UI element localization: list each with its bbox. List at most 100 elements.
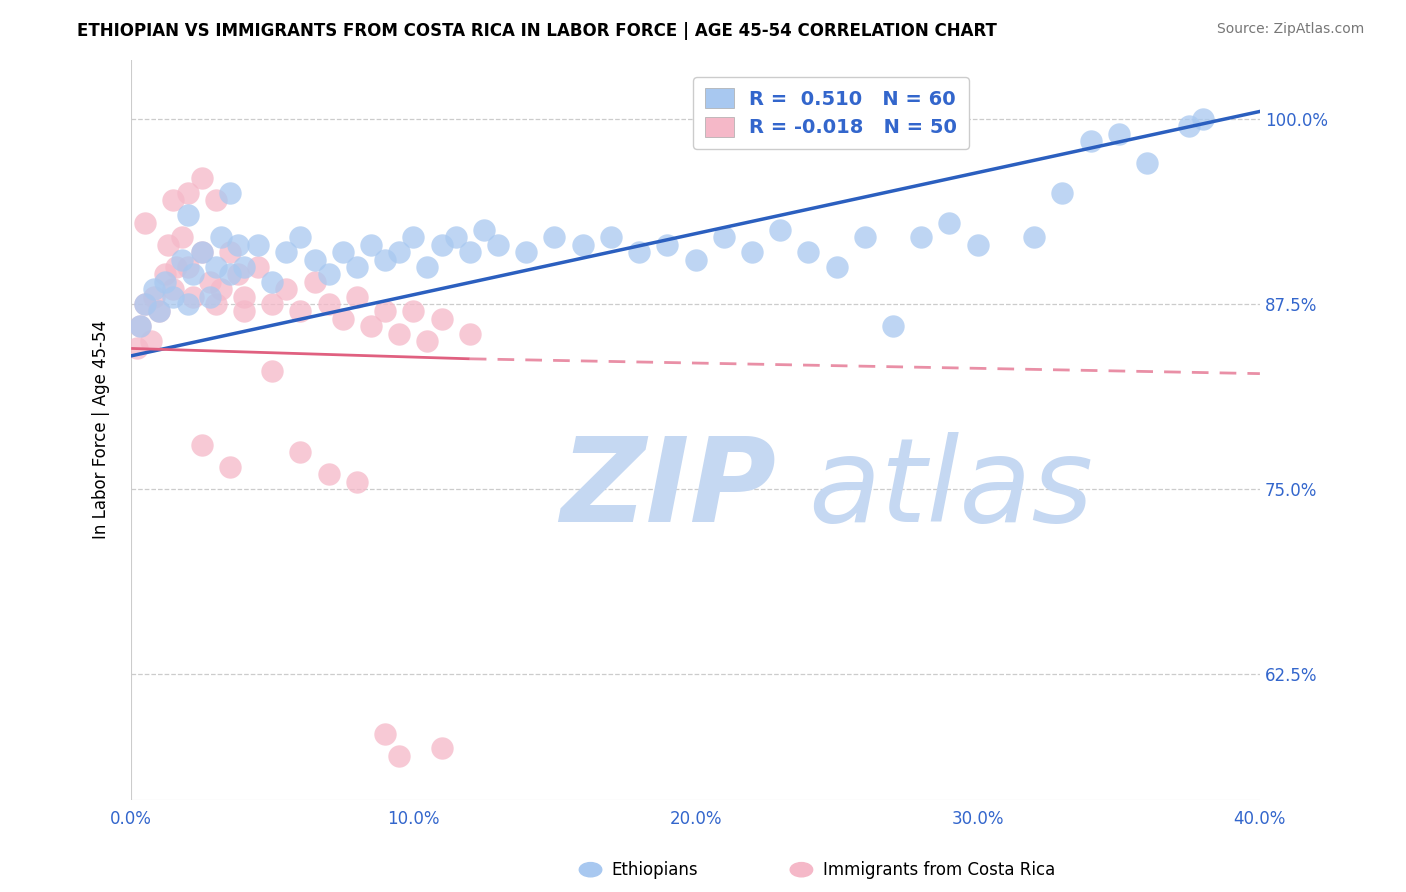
Point — [543, 230, 565, 244]
Point — [219, 459, 242, 474]
Point — [318, 297, 340, 311]
Point — [125, 342, 148, 356]
Point — [134, 297, 156, 311]
Point — [176, 260, 198, 274]
Point — [162, 290, 184, 304]
Point — [190, 171, 212, 186]
Point — [290, 304, 312, 318]
Point — [416, 334, 439, 348]
Point — [346, 475, 368, 489]
Point — [247, 237, 270, 252]
Point — [332, 245, 354, 260]
Point — [685, 252, 707, 267]
Point — [374, 726, 396, 740]
Point — [211, 282, 233, 296]
Point — [444, 230, 467, 244]
Point — [181, 290, 204, 304]
Point — [769, 223, 792, 237]
Point — [219, 268, 242, 282]
Point — [797, 245, 820, 260]
Point — [198, 275, 221, 289]
Point — [416, 260, 439, 274]
Point — [233, 304, 256, 318]
Point — [170, 230, 193, 244]
Point — [204, 260, 226, 274]
Point — [360, 237, 382, 252]
Point — [741, 245, 763, 260]
Text: Ethiopians: Ethiopians — [612, 861, 699, 879]
Point — [346, 260, 368, 274]
Point — [198, 290, 221, 304]
Text: ETHIOPIAN VS IMMIGRANTS FROM COSTA RICA IN LABOR FORCE | AGE 45-54 CORRELATION C: ETHIOPIAN VS IMMIGRANTS FROM COSTA RICA … — [77, 22, 997, 40]
Point — [1080, 134, 1102, 148]
Point — [219, 245, 242, 260]
Point — [374, 304, 396, 318]
Point — [290, 445, 312, 459]
Point — [304, 252, 326, 267]
Point — [853, 230, 876, 244]
Point — [304, 275, 326, 289]
Point — [262, 297, 284, 311]
Point — [134, 215, 156, 229]
Point — [430, 311, 453, 326]
Point — [1108, 127, 1130, 141]
Point — [128, 319, 150, 334]
Point — [402, 304, 425, 318]
Point — [247, 260, 270, 274]
Point — [599, 230, 621, 244]
Point — [657, 237, 679, 252]
Point — [402, 230, 425, 244]
Point — [276, 245, 298, 260]
Point — [176, 297, 198, 311]
Legend: R =  0.510   N = 60, R = -0.018   N = 50: R = 0.510 N = 60, R = -0.018 N = 50 — [693, 77, 969, 149]
Point — [290, 230, 312, 244]
Point — [262, 275, 284, 289]
Point — [374, 252, 396, 267]
Point — [882, 319, 904, 334]
Point — [938, 215, 960, 229]
Point — [148, 304, 170, 318]
Point — [262, 364, 284, 378]
Point — [346, 290, 368, 304]
Point — [190, 245, 212, 260]
Point — [233, 260, 256, 274]
Point — [1052, 186, 1074, 200]
Point — [910, 230, 932, 244]
Point — [142, 290, 165, 304]
Point — [1024, 230, 1046, 244]
Point — [228, 237, 250, 252]
Point — [628, 245, 651, 260]
Point — [515, 245, 537, 260]
Point — [204, 297, 226, 311]
Point — [190, 245, 212, 260]
Point — [472, 223, 495, 237]
Point — [332, 311, 354, 326]
Point — [966, 237, 988, 252]
Point — [276, 282, 298, 296]
Point — [458, 245, 481, 260]
Point — [153, 275, 176, 289]
Point — [486, 237, 509, 252]
Point — [318, 268, 340, 282]
Point — [388, 245, 411, 260]
Point — [211, 230, 233, 244]
Point — [162, 194, 184, 208]
Point — [430, 741, 453, 756]
Point — [219, 186, 242, 200]
Point — [181, 268, 204, 282]
Point — [134, 297, 156, 311]
Point — [176, 186, 198, 200]
Point — [162, 282, 184, 296]
Point — [156, 237, 179, 252]
Point — [571, 237, 593, 252]
Point — [139, 334, 162, 348]
Point — [148, 304, 170, 318]
Point — [165, 260, 187, 274]
Text: Source: ZipAtlas.com: Source: ZipAtlas.com — [1216, 22, 1364, 37]
Point — [388, 326, 411, 341]
Point — [1136, 156, 1159, 170]
Y-axis label: In Labor Force | Age 45-54: In Labor Force | Age 45-54 — [93, 320, 110, 540]
Point — [233, 290, 256, 304]
Point — [1192, 112, 1215, 126]
Point — [142, 282, 165, 296]
